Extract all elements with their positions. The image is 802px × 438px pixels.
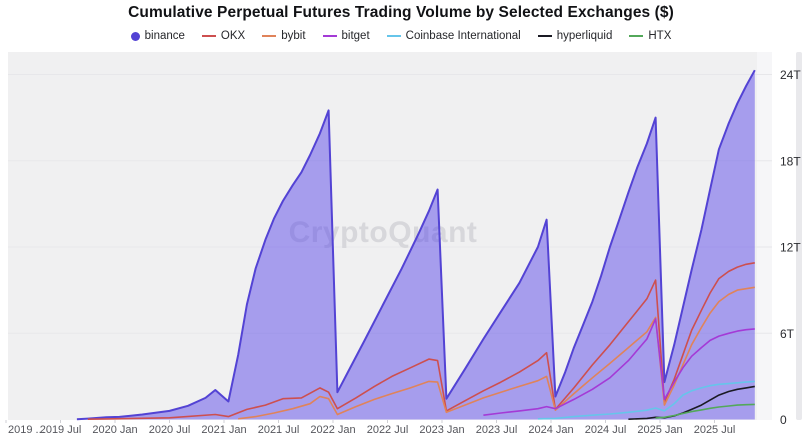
plot-right-padding: [757, 52, 772, 420]
legend-item-binance[interactable]: binance: [130, 30, 185, 42]
x-tick-label: 2019 Jul: [40, 424, 82, 436]
series-okx-line: [87, 262, 755, 420]
legend-label: hyperliquid: [556, 30, 613, 42]
series-htx-line: [655, 403, 755, 419]
x-tick-label: 2020 Jan: [92, 424, 137, 436]
bybit-legend-marker-icon: [262, 35, 277, 37]
legend-item-okx[interactable]: OKX: [201, 30, 246, 42]
series-binance-line: [76, 69, 756, 421]
legend-item-bybit[interactable]: bybit: [262, 30, 306, 42]
bitget-legend-marker-icon: [322, 35, 337, 37]
x-tick-label: 2025 Jul: [694, 424, 736, 436]
x-tick-label: 2024 Jul: [585, 424, 627, 436]
x-tick-label: 2023 Jan: [419, 424, 464, 436]
legend-label: Coinbase International: [405, 30, 521, 42]
y-tick-label: 12T: [780, 241, 801, 255]
legend-item-coinbase-international[interactable]: Coinbase International: [386, 30, 521, 42]
chart-title: Cumulative Perpetual Futures Trading Vol…: [128, 4, 674, 21]
okx-legend-marker-icon: [201, 35, 216, 37]
x-tick-label: 2020 Jul: [149, 424, 191, 436]
y-tick-label: 0: [780, 413, 787, 427]
htx-legend-marker-icon: [629, 35, 644, 37]
legend-label: binance: [144, 30, 185, 42]
legend-label: HTX: [648, 30, 672, 42]
legend-label: bitget: [341, 30, 370, 42]
plot-right-edge-bar: [796, 52, 802, 420]
x-tick-label: 2019 ...: [8, 424, 45, 436]
x-tick-label: 2024 Jan: [528, 424, 573, 436]
x-tick-label: 2022 Jan: [310, 424, 355, 436]
legend-label: bybit: [281, 30, 306, 42]
x-tick-label: 2025 Jan: [637, 424, 682, 436]
series-coinbase-international-line: [537, 380, 755, 420]
y-tick-label: 24T: [780, 68, 801, 82]
x-tick-label: 2022 Jul: [367, 424, 409, 436]
legend-label: OKX: [220, 30, 246, 42]
series-binance-area: [76, 70, 755, 420]
x-tick-label: 2021 Jan: [201, 424, 246, 436]
legend: binance OKX bybit bitget Coinbase Internatio…: [0, 27, 802, 45]
legend-item-htx[interactable]: HTX: [629, 30, 671, 42]
hyperliquid-legend-marker-icon: [537, 35, 552, 37]
legend-item-bitget[interactable]: bitget: [322, 30, 370, 42]
binance-legend-marker-icon: [130, 31, 140, 41]
legend-item-hyperliquid[interactable]: hyperliquid: [537, 30, 613, 42]
x-tick-label: 2021 Jul: [258, 424, 300, 436]
series-bybit-line: [238, 286, 755, 420]
series-bitget-line: [483, 318, 755, 416]
y-tick-label: 18T: [780, 154, 801, 168]
coinbase-international-legend-marker-icon: [386, 35, 401, 37]
x-tick-label: 2023 Jul: [476, 424, 518, 436]
y-tick-label: 6T: [780, 327, 795, 341]
